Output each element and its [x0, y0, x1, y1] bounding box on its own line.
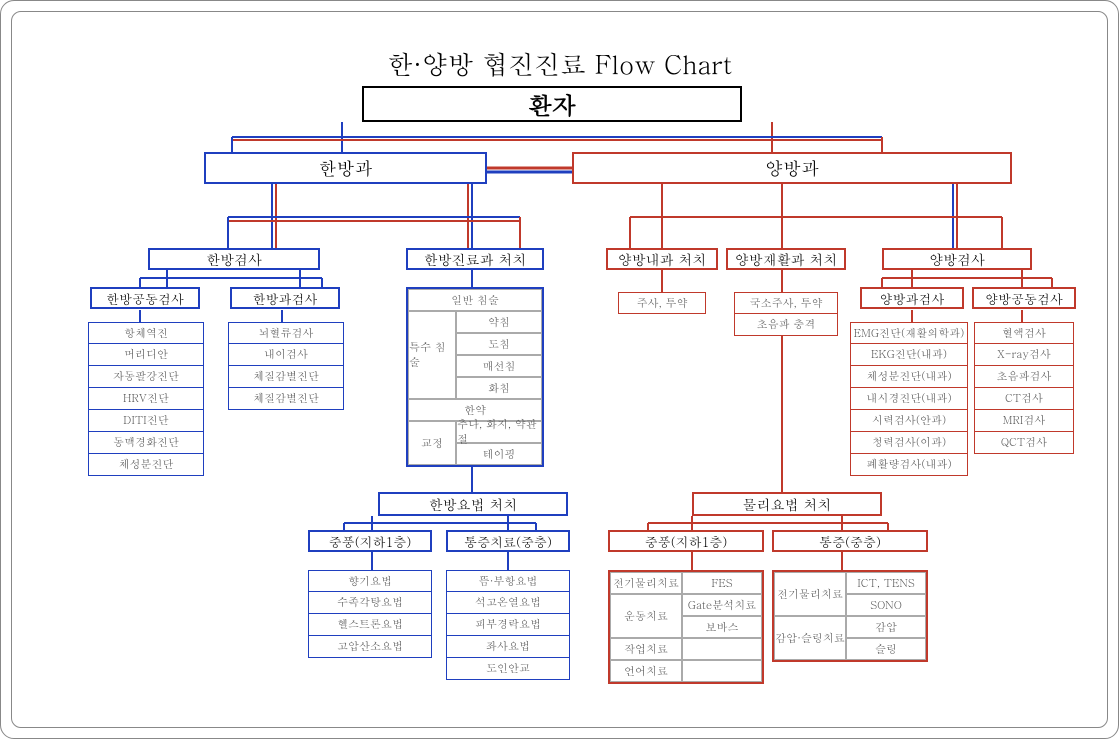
table-row: 전기물리치료 — [610, 572, 682, 594]
yb-dept-exam: 양방과검사 — [860, 287, 964, 309]
yangbang-dept: 양방과 — [572, 152, 1012, 184]
list-item: 자동팔강진단 — [88, 366, 204, 388]
list-item: CT검사 — [974, 388, 1074, 410]
pt-left-table: 전기물리치료 FES 운동치료 Gate분석치료 보바스 작업치료 언어치료 — [608, 570, 764, 684]
table-row: 감압·슬링치료 — [774, 616, 846, 660]
hb-therapy-title: 한방요법 처치 — [378, 492, 568, 516]
table-row: 교정 — [408, 421, 456, 465]
yb-common-exam: 양방공동검사 — [972, 287, 1076, 309]
list-item: 초음파검사 — [974, 366, 1074, 388]
list-item: 동맥경화진단 — [88, 432, 204, 454]
yb-dept-list: EMG진단(재활의학과) EKG진단(내과) 체성분진단(내과) 내시경진단(내… — [850, 322, 968, 476]
hanbang-dept: 한방과 — [204, 152, 487, 184]
hb-dept-exam: 한방과검사 — [230, 287, 340, 309]
list-item: 체질감별진단 — [228, 366, 344, 388]
hb-treat: 한방진료과 처치 — [406, 248, 544, 270]
list-item: 향기요법 — [308, 570, 432, 592]
list-item: 고압산소요법 — [308, 636, 432, 658]
list-item: 감압 — [846, 616, 926, 638]
list-item: 청력검사(이과) — [850, 432, 968, 454]
table-row: 전기물리치료 — [774, 572, 846, 616]
yb-exam: 양방검사 — [882, 248, 1032, 270]
list-item: FES — [682, 572, 762, 594]
table-row: 작업치료 — [610, 638, 682, 660]
list-item: 좌사요법 — [446, 636, 570, 658]
hb-dept-list: 뇌혈류검사 내이검사 체질감별진단 체질감별진단 — [228, 322, 344, 410]
list-item: 슬링 — [846, 638, 926, 660]
list-item: 뜸·부항요법 — [446, 570, 570, 592]
list-item: 화침 — [456, 377, 542, 399]
hb-therapy-right: 통증치료(중층) — [446, 530, 570, 552]
list-item: 뇌혈류검사 — [228, 322, 344, 344]
list-item: EKG진단(내과) — [850, 344, 968, 366]
list-item: 피부경락요법 — [446, 614, 570, 636]
list-item: 항체역진 — [88, 322, 204, 344]
table-row: 특수 침술 — [408, 311, 456, 399]
list-item: 혈액검사 — [974, 322, 1074, 344]
list-item: 내시경진단(내과) — [850, 388, 968, 410]
list-item: 도인안교 — [446, 658, 570, 680]
list-item: DITI진단 — [88, 410, 204, 432]
table-row: 일반 침술 — [408, 289, 542, 311]
patient-box: 환자 — [362, 86, 742, 122]
hb-tl-list: 향기요법 수족각탕요법 헬스트론요법 고압산소요법 — [308, 570, 432, 658]
table-row: 운동치료 — [610, 594, 682, 638]
list-item: 보바스 — [682, 616, 762, 638]
yb-rehab-cells: 국소주사, 투약 초음파 충격 — [734, 292, 838, 336]
hb-treat-table: 일반 침술 특수 침술 약침 도침 매선침 화침 한약 교정 추나, 화지, 약… — [406, 287, 544, 467]
list-item: SONO — [846, 594, 926, 616]
list-item — [682, 638, 762, 660]
hb-common-list: 항체역진 머리디안 자동팔강진단 HRV진단 DITI진단 동맥경화진단 체성분… — [88, 322, 204, 476]
list-item: 국소주사, 투약 — [734, 292, 838, 314]
list-item: 헬스트론요법 — [308, 614, 432, 636]
list-item: 체성분진단 — [88, 454, 204, 476]
hb-exam: 한방검사 — [148, 248, 320, 270]
list-item: MRI검사 — [974, 410, 1074, 432]
list-item: X-ray검사 — [974, 344, 1074, 366]
yb-int-cell: 주사, 투약 — [618, 292, 706, 314]
table-row: 언어치료 — [610, 660, 682, 682]
yb-rehab: 양방재활과 처치 — [726, 248, 846, 270]
list-item: 매선침 — [456, 355, 542, 377]
pt-title: 물리요법 처치 — [692, 492, 882, 516]
list-item: 시력검사(안과) — [850, 410, 968, 432]
hb-therapy-left: 중풍(지하1층) — [308, 530, 432, 552]
list-item: 도침 — [456, 333, 542, 355]
list-item: 약침 — [456, 311, 542, 333]
list-item: 폐활량검사(내과) — [850, 454, 968, 476]
list-item — [682, 660, 762, 682]
pt-left: 중풍(지하1층) — [608, 530, 764, 552]
yb-common-list: 혈액검사 X-ray검사 초음파검사 CT검사 MRI검사 QCT검사 — [974, 322, 1074, 454]
hb-tr-list: 뜸·부항요법 석고온열요법 피부경락요법 좌사요법 도인안교 — [446, 570, 570, 680]
list-item: 석고온열요법 — [446, 592, 570, 614]
list-item: ICT, TENS — [846, 572, 926, 594]
list-item: QCT검사 — [974, 432, 1074, 454]
list-item: EMG진단(재활의학과) — [850, 322, 968, 344]
list-item: 내이검사 — [228, 344, 344, 366]
list-item: 추나, 화지, 약관절 — [456, 421, 542, 443]
list-item: HRV진단 — [88, 388, 204, 410]
yb-int: 양방내과 처치 — [606, 248, 718, 270]
list-item: 초음파 충격 — [734, 314, 838, 336]
list-item: 체성분진단(내과) — [850, 366, 968, 388]
list-item: 체질감별진단 — [228, 388, 344, 410]
pt-right-table: 전기물리치료 ICT, TENS SONO 감압·슬링치료 감압 슬링 — [772, 570, 928, 662]
hb-common-exam: 한방공동검사 — [90, 287, 200, 309]
list-item: 머리디안 — [88, 344, 204, 366]
list-item: 수족각탕요법 — [308, 592, 432, 614]
pt-right: 통증(중층) — [772, 530, 928, 552]
list-item: Gate분석치료 — [682, 594, 762, 616]
